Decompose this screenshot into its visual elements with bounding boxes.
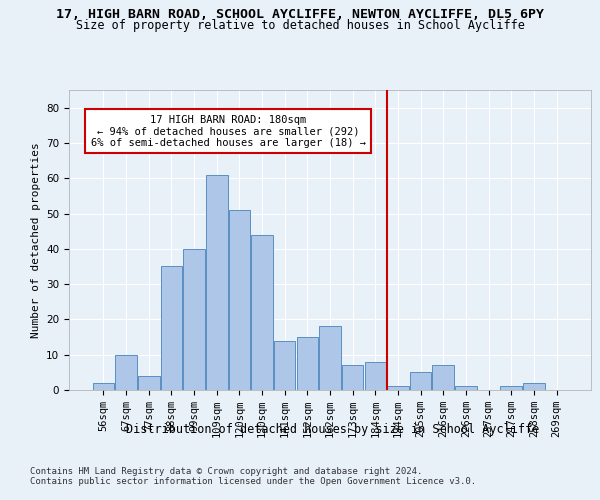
Bar <box>138 376 160 390</box>
Bar <box>206 174 227 390</box>
Text: Contains HM Land Registry data © Crown copyright and database right 2024.: Contains HM Land Registry data © Crown c… <box>30 467 422 476</box>
Bar <box>410 372 431 390</box>
Y-axis label: Number of detached properties: Number of detached properties <box>31 142 41 338</box>
Bar <box>274 340 295 390</box>
Bar <box>296 337 318 390</box>
Bar <box>523 383 545 390</box>
Bar <box>251 234 273 390</box>
Bar <box>387 386 409 390</box>
Bar <box>500 386 522 390</box>
Text: Size of property relative to detached houses in School Aycliffe: Size of property relative to detached ho… <box>76 19 524 32</box>
Bar <box>161 266 182 390</box>
Bar <box>433 366 454 390</box>
Text: Distribution of detached houses by size in School Aycliffe: Distribution of detached houses by size … <box>127 422 539 436</box>
Bar <box>342 366 364 390</box>
Bar <box>93 383 114 390</box>
Bar <box>319 326 341 390</box>
Bar <box>184 249 205 390</box>
Bar <box>455 386 476 390</box>
Text: 17, HIGH BARN ROAD, SCHOOL AYCLIFFE, NEWTON AYCLIFFE, DL5 6PY: 17, HIGH BARN ROAD, SCHOOL AYCLIFFE, NEW… <box>56 8 544 20</box>
Bar <box>365 362 386 390</box>
Text: Contains public sector information licensed under the Open Government Licence v3: Contains public sector information licen… <box>30 477 476 486</box>
Bar <box>229 210 250 390</box>
Bar <box>115 354 137 390</box>
Text: 17 HIGH BARN ROAD: 180sqm
← 94% of detached houses are smaller (292)
6% of semi-: 17 HIGH BARN ROAD: 180sqm ← 94% of detac… <box>91 114 365 148</box>
